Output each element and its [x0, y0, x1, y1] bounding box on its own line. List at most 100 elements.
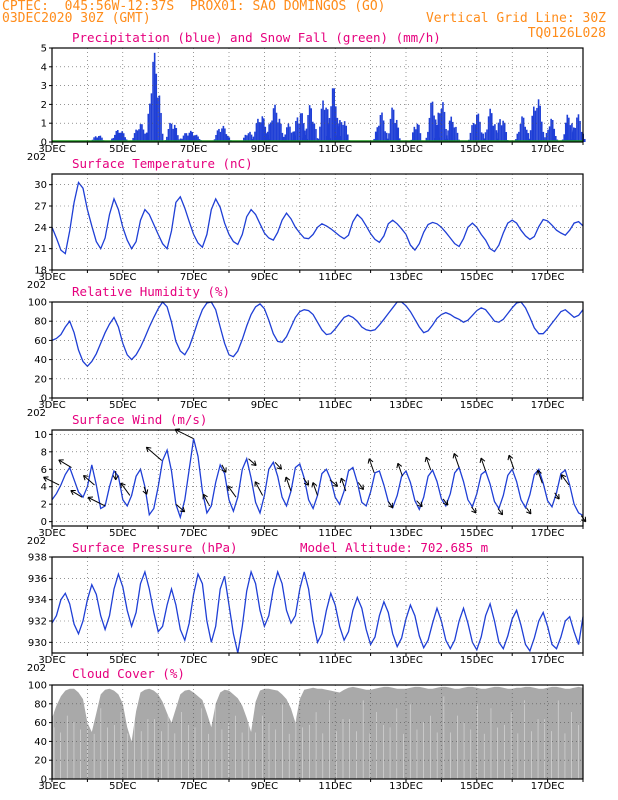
cloud-ytick-label: 40	[34, 737, 47, 748]
precip-bar	[336, 117, 339, 142]
precip-bar	[428, 117, 431, 142]
precip-bar	[269, 122, 272, 142]
precip-bar	[271, 120, 273, 142]
precip-bar	[302, 137, 305, 142]
precip-bar	[456, 132, 459, 142]
precip-bar	[295, 120, 297, 142]
wind-ytick-label: 6	[41, 465, 47, 476]
humidity-xtick-label: 9DEC	[251, 400, 278, 411]
wind-vector-head	[554, 494, 560, 500]
precip-bar	[258, 122, 261, 142]
precip-bar	[490, 113, 493, 142]
pressure-frame	[51, 556, 584, 654]
precip-bar	[299, 113, 302, 142]
cloud-panel: 0 20 40 60 80 100 3DEC 5DEC 7DEC 9DEC 11DEC 13DEC 15…	[28, 681, 584, 792]
precip-bar	[434, 138, 437, 142]
precip-bar	[246, 135, 248, 142]
precip-bar	[290, 132, 293, 142]
precip-bar	[483, 138, 485, 142]
cloud-ytick-label: 20	[34, 756, 47, 767]
wind-vector	[248, 458, 257, 466]
temperature-plot-area	[52, 174, 583, 270]
precip-bar	[167, 129, 170, 142]
precip-bar	[139, 124, 142, 142]
wind-vector	[525, 507, 532, 515]
wind-vector	[357, 482, 364, 490]
precip-bar	[94, 136, 97, 142]
wind-vector	[387, 501, 394, 509]
product-code-label: TQ0126L028	[527, 26, 606, 41]
precip-bar	[281, 132, 284, 142]
precip-ytick-label: 1	[41, 119, 47, 130]
precip-bar	[172, 128, 174, 142]
precip-bar	[218, 128, 220, 142]
precip-ytick-label: 3	[41, 81, 47, 92]
precip-bar	[437, 112, 440, 142]
precip-bar	[480, 132, 483, 142]
wind-vector-head	[358, 484, 364, 491]
wind-vector	[508, 455, 515, 470]
precip-bar	[169, 122, 171, 142]
precip-bar	[320, 108, 323, 142]
precip-bar	[494, 124, 496, 142]
precip-bar	[452, 121, 454, 142]
wind-vector-head	[332, 481, 339, 487]
wind-vector	[537, 470, 543, 484]
precip-bar	[275, 112, 278, 142]
precip-bar	[550, 118, 552, 142]
wind-vector-head	[254, 481, 260, 487]
wind-xtick-label: 5DEC	[109, 528, 136, 539]
wind-vector	[43, 476, 60, 486]
wind-xtick-label: 9DEC	[251, 528, 278, 539]
precip-bar	[116, 130, 119, 142]
precip-bar	[442, 102, 444, 142]
wind-xtick-label: 15DEC	[460, 528, 494, 539]
precip-bar	[286, 127, 288, 142]
wind-xtick-label: 11DEC	[318, 528, 352, 539]
humidity-panel-title: Relative Humidity (%)	[72, 284, 231, 299]
wind-vector-head	[120, 482, 126, 489]
wind-vector-head	[471, 507, 477, 514]
wind-vector	[254, 481, 264, 496]
precip-bar	[177, 135, 179, 142]
precip-bar	[384, 131, 386, 142]
pressure-xtick-label: 5DEC	[109, 655, 136, 666]
precip-bar	[394, 122, 396, 142]
temperature-xtick-label: 3DEC	[38, 272, 65, 283]
pressure-series-line	[51, 569, 584, 654]
wind-vector-head	[536, 469, 542, 476]
cloud-xtick-label: 15DEC	[460, 781, 494, 792]
wind-xtick-label: 7DEC	[180, 528, 207, 539]
precip-bar	[197, 136, 199, 142]
pressure-ytick-label: 930	[28, 638, 47, 649]
precip-xtick-label: 9DEC	[251, 144, 278, 155]
precip-bar	[399, 138, 401, 142]
precip-bar	[434, 119, 437, 142]
precip-bar	[325, 135, 328, 142]
wind-vector-head	[424, 456, 431, 463]
precip-bar	[497, 122, 500, 142]
wind-xtick-label: 3DEC	[38, 528, 65, 539]
precip-bar	[579, 120, 581, 142]
precip-bar	[571, 132, 573, 142]
precip-bar	[537, 99, 540, 142]
precip-bar	[298, 123, 300, 142]
pressure-ytick-label: 936	[28, 574, 47, 585]
precip-bar	[173, 124, 176, 142]
wind-vector-head	[303, 480, 310, 486]
precip-bar	[391, 107, 393, 142]
precip-panel: 0 1 2 3 4 5 3DEC 5DEC 7DEC 9DEC 11DEC 13DEC 15DEC 17D…	[27, 44, 586, 163]
precip-bar	[395, 119, 398, 142]
precip-bar	[278, 118, 281, 142]
precip-bar	[244, 134, 247, 142]
precip-bar	[382, 120, 385, 142]
wind-vector-head	[339, 477, 346, 484]
precip-bar	[443, 111, 446, 142]
precip-bar	[564, 122, 567, 142]
humidity-xtick-label: 5DEC	[109, 400, 136, 411]
precip-bar	[433, 115, 435, 142]
cloud-xtick-label: 13DEC	[389, 781, 423, 792]
precip-bar	[553, 128, 556, 142]
precip-bar	[518, 131, 520, 142]
precip-bar	[261, 116, 264, 142]
